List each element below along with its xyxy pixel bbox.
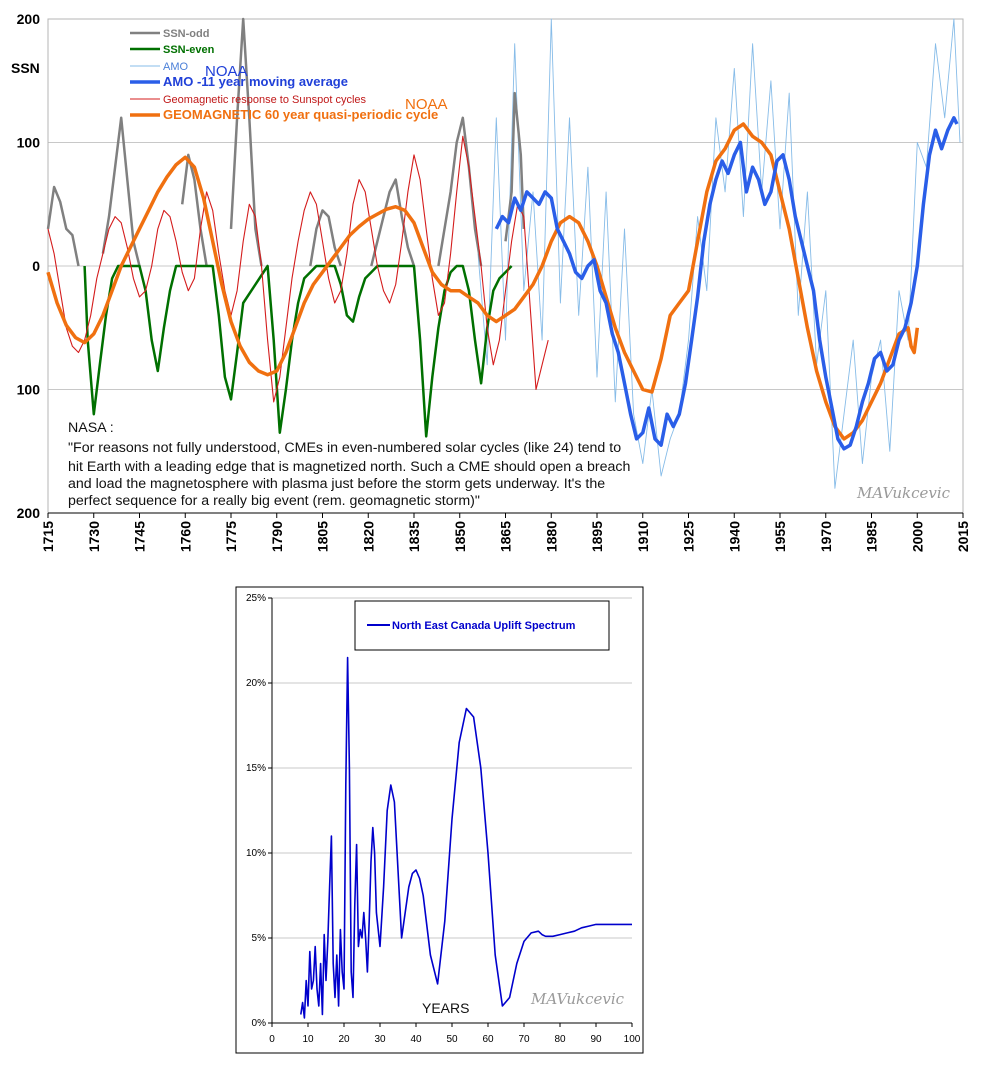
x-tick-label: 1730 [86, 521, 102, 552]
series-line-4 [47, 135, 549, 403]
series-line-3 [494, 116, 959, 451]
annotation-line: and load the magnetosphere with plasma j… [68, 476, 605, 492]
x-tick-label: 20 [338, 1034, 350, 1045]
legend-label: SSN-odd [163, 28, 209, 40]
annotation-line: hit Earth with a leading edge that is ma… [68, 459, 630, 475]
x-tick-label: 1760 [177, 521, 193, 552]
y-tick-label: 10% [246, 848, 266, 859]
x-tick-label: 50 [446, 1034, 458, 1045]
x-tick-label: 30 [374, 1034, 386, 1045]
x-tick-label: 0 [269, 1034, 275, 1045]
series-line-1 [83, 264, 513, 438]
x-tick-label: 1850 [452, 521, 468, 552]
legend-label: GEOMAGNETIC 60 year quasi-periodic cycle [163, 107, 438, 122]
signature: MAVukcevic [856, 484, 951, 502]
chart-border [235, 586, 644, 1054]
x-tick-label: 1955 [772, 521, 788, 552]
x-tick-label: 70 [518, 1034, 530, 1045]
annotation-line: "For reasons not fully understood, CMEs … [68, 440, 621, 456]
legend-box [354, 600, 610, 651]
x-tick-label: 1985 [864, 521, 880, 552]
legend-source-tag: NOAA [205, 63, 248, 80]
series-line-5 [46, 122, 920, 441]
annotation-line: perfect sequence for a really big event … [68, 493, 480, 509]
x-tick-label: 80 [554, 1034, 566, 1045]
x-axis-label: YEARS [422, 1000, 469, 1016]
x-tick-label: 1820 [360, 521, 376, 552]
x-tick-label: 60 [482, 1034, 494, 1045]
y-tick-label: 200 [17, 505, 41, 521]
y-tick-label: 100 [17, 382, 41, 398]
x-tick-label: 1940 [726, 521, 742, 552]
x-tick-label: 1790 [269, 521, 285, 552]
legend-source-tag: NOAA [405, 96, 448, 113]
y-tick-label: 20% [246, 678, 266, 689]
y-tick-label: 0 [32, 258, 40, 274]
x-tick-label: 1775 [223, 521, 239, 552]
x-tick-label: 1745 [132, 521, 148, 552]
x-tick-label: 40 [410, 1034, 422, 1045]
x-tick-label: 2015 [955, 521, 971, 552]
solar-geomagnetic-chart: 200 100 0 100 200 SSN 1715 1730 1745 1760 1775 1790… [11, 11, 971, 552]
y-tick-label: 25% [246, 593, 266, 604]
y-tick-label: 200 [17, 11, 41, 27]
x-tick-label: 1880 [543, 521, 559, 552]
x-tick-label: 1925 [681, 521, 697, 552]
annotation-line: NASA : [68, 420, 114, 436]
x-tick-label: 1835 [406, 521, 422, 552]
x-tick-label: 1970 [818, 521, 834, 552]
legend-label: North East Canada Uplift Spectrum [392, 620, 576, 632]
y-axis-label: SSN [11, 60, 40, 76]
y-tick-label: 0% [252, 1018, 267, 1029]
legend-label: Geomagnetic response to Sunspot cycles [163, 94, 367, 106]
x-tick-label: 1715 [40, 521, 56, 552]
x-tick-label: 2000 [909, 521, 925, 552]
y-tick-label: 15% [246, 763, 266, 774]
y-tick-label: 5% [252, 933, 267, 944]
legend-label: AMO [163, 61, 189, 73]
x-tick-label: 1895 [589, 521, 605, 552]
signature: MAVukcevic [530, 990, 625, 1008]
y-tick-label: 100 [17, 135, 41, 151]
x-tick-label: 1865 [498, 521, 514, 552]
legend-label: SSN-even [163, 44, 215, 56]
series-line-0 [46, 17, 526, 267]
x-tick-label: 10 [302, 1034, 314, 1045]
legend-label: AMO -11 year moving average [163, 74, 348, 89]
x-tick-label: 1910 [635, 521, 651, 552]
series-line-uplift [300, 656, 632, 1019]
x-tick-label: 1805 [315, 521, 331, 552]
x-tick-label: 100 [624, 1034, 641, 1045]
x-tick-label: 90 [590, 1034, 602, 1045]
